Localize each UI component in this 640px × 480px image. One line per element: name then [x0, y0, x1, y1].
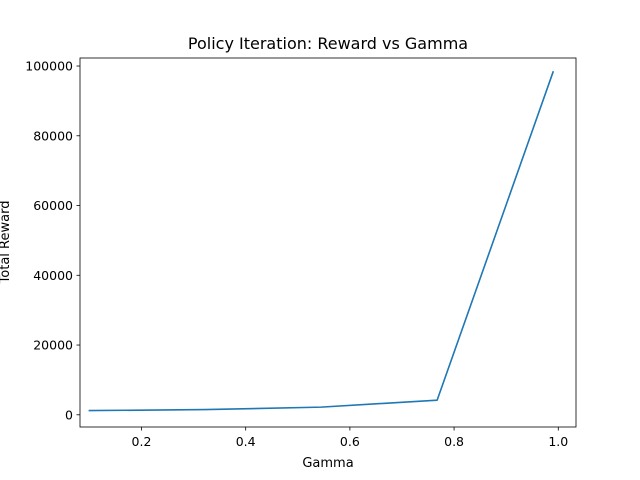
- y-tick-label: 60000: [33, 198, 73, 213]
- y-tick-label: 20000: [33, 338, 73, 353]
- x-tick-label: 0.8: [444, 434, 464, 449]
- x-tick-label: 0.6: [340, 434, 360, 449]
- plot-frame: [79, 57, 577, 428]
- x-tick-label: 0.2: [132, 434, 152, 449]
- y-tick-label: 0: [65, 407, 73, 422]
- y-tick-label: 40000: [33, 268, 73, 283]
- y-axis: 0 20000 40000 60000 80000 100000: [25, 59, 80, 422]
- chart-title: Policy Iteration: Reward vs Gamma: [188, 34, 468, 53]
- plot-area: [79, 57, 577, 428]
- x-tick-label: 1.0: [548, 434, 568, 449]
- x-axis-label: Gamma: [302, 456, 353, 471]
- series-layer: [88, 70, 555, 412]
- y-axis-label: Total Reward: [0, 201, 13, 285]
- y-tick-label: 100000: [25, 59, 73, 74]
- x-tick-label: 0.4: [236, 434, 256, 449]
- x-axis: 0.2 0.4 0.6 0.8 1.0: [132, 427, 568, 449]
- series-line: [88, 70, 555, 412]
- y-tick-label: 80000: [33, 128, 73, 143]
